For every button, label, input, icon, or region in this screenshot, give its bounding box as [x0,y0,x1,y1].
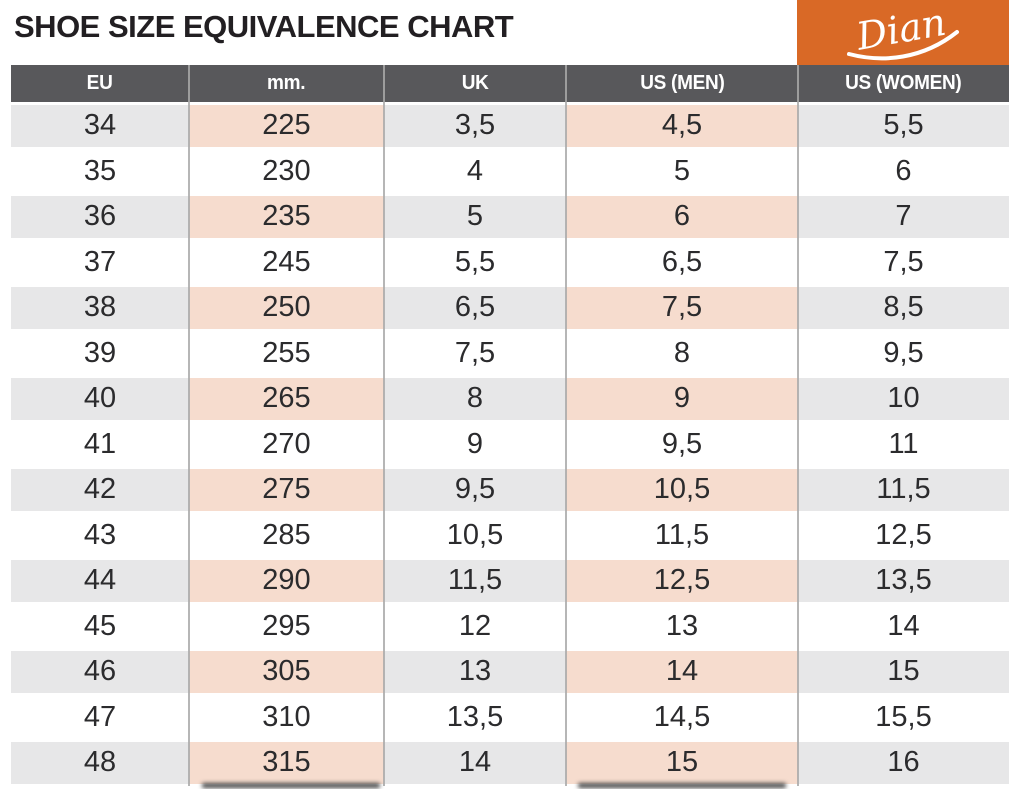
table-cell: 12,5 [798,512,1009,559]
table-cell: 39 [11,330,189,377]
brand-logo-box: Dian [797,0,1009,65]
table-cell: 12 [384,603,566,650]
table-cell: 11,5 [384,558,566,604]
table-cell: 13 [384,649,566,695]
table-cell: 45 [11,603,189,650]
table-cell: 14 [798,603,1009,650]
table-cell: 14 [384,740,566,786]
table-cell: 12,5 [566,558,798,604]
table-cell: 11,5 [566,512,798,559]
table-cell: 13,5 [798,558,1009,604]
column-shadow-us-men [578,783,786,788]
table-cell: 10,5 [566,467,798,513]
table-cell: 4,5 [566,103,798,149]
table-cell: 290 [189,558,384,604]
table-cell: 41 [11,421,189,468]
table-cell: 7,5 [384,330,566,377]
table-cell: 295 [189,603,384,650]
table-cell: 5 [384,194,566,240]
table-cell: 38 [11,285,189,331]
table-cell: 285 [189,512,384,559]
column-header-us-men: US (MEN) [639,72,725,94]
size-table: EU mm. UK US (MEN) US (WOMEN) 34 225 3,5 4,… [11,65,1009,786]
table-cell: 7 [798,194,1009,240]
table-cell: 13 [566,603,798,650]
table-cell: 4 [384,148,566,195]
table-cell: 7,5 [798,239,1009,286]
brand-logo-icon: Dian [847,2,959,60]
table-cell: 6 [566,194,798,240]
column-header-us-women: US (WOMEN) [845,72,962,94]
table-cell: 9 [566,376,798,422]
table-cell: 315 [189,740,384,786]
table-cell: 10 [798,376,1009,422]
table-cell: 245 [189,239,384,286]
column-header-eu: EU [87,72,113,94]
table-cell: 8,5 [798,285,1009,331]
table-cell: 8 [384,376,566,422]
table-cell: 250 [189,285,384,331]
table-cell: 9,5 [384,467,566,513]
table-cell: 11,5 [798,467,1009,513]
table-cell: 230 [189,148,384,195]
table-cell: 14 [566,649,798,695]
column-shadow-mm [202,783,380,788]
table-cell: 6,5 [566,239,798,286]
column-header-uk: UK [461,72,489,94]
table-cell: 225 [189,103,384,149]
table-cell: 10,5 [384,512,566,559]
table-cell: 14,5 [566,694,798,741]
column-header-mm: mm. [267,72,306,94]
table-cell: 16 [798,740,1009,786]
table-cell: 15 [566,740,798,786]
table-header-row: EU mm. UK US (MEN) US (WOMEN) [11,65,1009,103]
table-cell: 44 [11,558,189,604]
table-cell: 34 [11,103,189,149]
table-cell: 35 [11,148,189,195]
table-cell: 255 [189,330,384,377]
table-cell: 6,5 [384,285,566,331]
table-cell: 9 [384,421,566,468]
table-cell: 37 [11,239,189,286]
table-cell: 47 [11,694,189,741]
table-cell: 310 [189,694,384,741]
table-cell: 5 [566,148,798,195]
logo-underline-swash-icon [847,29,959,60]
table-cell: 5,5 [798,103,1009,149]
table-body: 34 225 3,5 4,5 5,5 35 230 4 5 6 36 235 5 6 7 37 245 5,5 6,… [11,103,1009,786]
table-cell: 305 [189,649,384,695]
table-cell: 265 [189,376,384,422]
table-cell: 275 [189,467,384,513]
brand-logo-text: Dian [852,2,949,59]
table-cell: 11 [798,421,1009,468]
table-cell: 36 [11,194,189,240]
table-cell: 15 [798,649,1009,695]
table-cell: 5,5 [384,239,566,286]
table-cell: 3,5 [384,103,566,149]
table-cell: 9,5 [798,330,1009,377]
table-cell: 40 [11,376,189,422]
table-cell: 270 [189,421,384,468]
table-cell: 43 [11,512,189,559]
table-cell: 42 [11,467,189,513]
table-cell: 6 [798,148,1009,195]
table-cell: 46 [11,649,189,695]
table-cell: 48 [11,740,189,786]
table-cell: 7,5 [566,285,798,331]
page-title: SHOE SIZE EQUIVALENCE CHART [14,9,514,44]
table-cell: 13,5 [384,694,566,741]
table-cell: 9,5 [566,421,798,468]
table-cell: 235 [189,194,384,240]
table-cell: 15,5 [798,694,1009,741]
table-cell: 8 [566,330,798,377]
